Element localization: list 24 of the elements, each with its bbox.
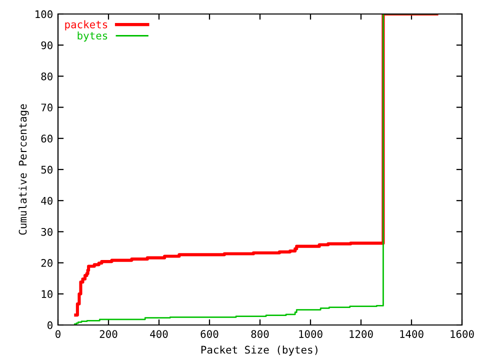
x-tick-label: 0 bbox=[56, 330, 60, 338]
y-axis-title: Cumulative Percentage bbox=[18, 104, 29, 235]
x-tick-label: 1200 bbox=[350, 330, 373, 338]
y-tick-label: 0 bbox=[48, 321, 52, 330]
y-tick-label: 70 bbox=[41, 104, 52, 112]
y-tick-label: 60 bbox=[41, 134, 52, 143]
y-tick-label: 30 bbox=[41, 228, 52, 236]
x-axis-title: Packet Size (bytes) bbox=[201, 346, 318, 356]
y-tick-label: 50 bbox=[41, 166, 52, 174]
legend-label: bytes bbox=[78, 31, 108, 42]
y-tick-label: 20 bbox=[41, 259, 52, 267]
legend-label: packets bbox=[65, 20, 108, 30]
x-tick-label: 1000 bbox=[299, 330, 322, 338]
x-tick-label: 200 bbox=[100, 330, 118, 338]
x-tick-label: 1600 bbox=[450, 330, 474, 338]
x-tick-label: 1400 bbox=[400, 330, 424, 338]
y-tick-label: 90 bbox=[41, 41, 52, 50]
x-tick-label: 600 bbox=[200, 330, 218, 338]
y-tick-label: 10 bbox=[42, 290, 52, 298]
y-tick-label: 80 bbox=[41, 72, 52, 80]
y-tick-label: 40 bbox=[41, 196, 52, 205]
x-tick-label: 800 bbox=[251, 330, 269, 338]
y-tick-label: 100 bbox=[36, 10, 52, 18]
x-tick-label: 400 bbox=[150, 330, 168, 338]
